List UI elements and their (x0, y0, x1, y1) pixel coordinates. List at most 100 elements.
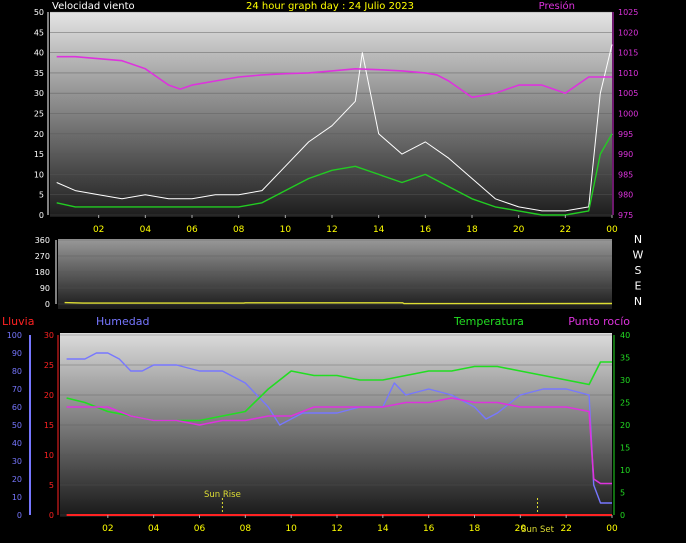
humidity-y-axis: 0 5 10 15 20 25 30 (44, 331, 59, 520)
x-tick-label: 16 (423, 524, 435, 534)
wind-y-tick-label: 10 (34, 170, 44, 179)
wind-pressure-plot-area (50, 12, 612, 217)
wind-y-tick-label: 45 (34, 28, 44, 37)
rain-y-tick-label: 90 (12, 349, 22, 358)
wind-y-tick-label: 20 (34, 130, 44, 139)
x-tick-label: 02 (93, 225, 104, 235)
humidity-y-tick-label: 0 (49, 511, 54, 520)
direction-y-tick-label: 0 (45, 300, 50, 309)
pressure-y-tick-label: 1020 (618, 28, 638, 37)
x-tick-label: 20 (515, 524, 527, 534)
x-tick-label: 10 (280, 225, 292, 235)
chart-title: 24 hour graph day : 24 Julio 2023 (246, 1, 414, 12)
wind-y-tick-label: 25 (34, 110, 44, 119)
x-tick-label: 18 (466, 225, 478, 235)
rain-y-axis: 0 10 20 30 40 50 60 70 80 90 100 (7, 331, 31, 520)
wind-y-tick-label: 50 (34, 8, 44, 17)
humidity-series (66, 352, 612, 516)
rain-y-tick-label: 70 (12, 385, 22, 394)
temperature-y-tick-label: 40 (620, 331, 630, 340)
humidity-y-tick-label: 25 (44, 361, 54, 370)
x-tick-label: 04 (140, 225, 152, 235)
x-tick-label: 02 (102, 524, 113, 534)
pressure-y-tick-label: 1000 (618, 110, 638, 119)
x-tick-label: 18 (469, 524, 481, 534)
sun-marker-label: Sun Set (521, 525, 554, 535)
rain-label: Lluvia (2, 315, 34, 328)
dewpoint-line (66, 397, 612, 485)
temperature-y-tick-label: 35 (620, 354, 630, 363)
direction-y-tick-label: 90 (40, 284, 50, 293)
direction-y-axis: 0 90 180 270 360 (35, 236, 57, 309)
wind-direction-line (64, 301, 613, 305)
rain-y-tick-label: 30 (12, 457, 22, 466)
pressure-y-tick-label: 1025 (618, 8, 638, 17)
direction-y-tick-label: 270 (35, 252, 50, 261)
temperature-y-tick-label: 15 (620, 444, 630, 453)
pressure-y-tick-label: 995 (618, 130, 633, 139)
compass-label: N (634, 295, 642, 308)
temperature-y-tick-label: 20 (620, 421, 630, 430)
pressure-y-axis: 975 980 985 990 995 1000 1005 1010 1015 1020 1025 (612, 8, 638, 220)
wind-gust-line (56, 44, 613, 212)
wind-y-tick-label: 35 (34, 69, 44, 78)
temperature-y-axis: 0 5 10 15 20 25 30 35 40 (613, 331, 630, 520)
humidity-y-tick-label: 5 (49, 481, 54, 490)
x-tick-label: 00 (606, 225, 618, 235)
pressure-y-tick-label: 1010 (618, 69, 638, 78)
humidity-y-tick-label: 30 (44, 331, 54, 340)
humidity-label: Humedad (96, 315, 149, 328)
pressure-y-tick-label: 980 (618, 191, 633, 200)
sun-marker-label: Sun Rise (204, 490, 241, 500)
pressure-y-tick-label: 1015 (618, 49, 638, 58)
rain-y-tick-label: 20 (12, 475, 22, 484)
sun-annotations: Sun Rise Sun Set (204, 490, 555, 535)
wind-y-tick-label: 15 (34, 150, 44, 159)
pressure-y-tick-label: 985 (618, 170, 633, 179)
wind-series (56, 44, 613, 216)
x-tick-label: 14 (373, 225, 385, 235)
wind-speed-label: Velocidad viento (52, 1, 135, 12)
humidity-y-tick-label: 10 (44, 451, 54, 460)
x-tick-label: 06 (186, 225, 198, 235)
rain-y-tick-label: 60 (12, 403, 22, 412)
wind-direction-plot-area (58, 239, 612, 309)
x-tick-label: 06 (194, 524, 206, 534)
x-tick-label: 04 (148, 524, 160, 534)
temperature-y-tick-label: 25 (620, 399, 630, 408)
direction-series (64, 301, 613, 305)
compass-label: S (635, 264, 642, 277)
dewpoint-label: Punto rocío (568, 315, 630, 328)
temperature-y-tick-label: 30 (620, 376, 630, 385)
wind-y-tick-label: 40 (34, 49, 44, 58)
temperature-y-tick-label: 10 (620, 466, 630, 475)
rain-y-tick-label: 100 (7, 331, 22, 340)
x-tick-label: 22 (560, 524, 571, 534)
x-tick-label: 12 (331, 524, 342, 534)
direction-y-tick-label: 360 (35, 236, 50, 245)
wind-y-tick-label: 30 (34, 89, 44, 98)
temperature-y-tick-label: 0 (620, 511, 625, 520)
pressure-y-tick-label: 990 (618, 150, 633, 159)
rain-y-tick-label: 80 (12, 367, 22, 376)
rain-y-tick-label: 0 (17, 511, 22, 520)
pressure-line (56, 55, 612, 99)
x-tick-label: 08 (233, 225, 245, 235)
x-tick-label: 08 (240, 524, 252, 534)
rain-y-tick-label: 40 (12, 439, 22, 448)
rain-y-tick-label: 10 (12, 493, 22, 502)
compass-label: N (634, 233, 642, 246)
x-tick-label: 12 (326, 225, 337, 235)
x-tick-label: 20 (513, 225, 525, 235)
temperature-label: Temperatura (453, 315, 524, 328)
wind-y-tick-label: 5 (39, 191, 44, 200)
humidity-x-axis: 02 04 06 08 10 12 14 16 18 20 22 00 (102, 515, 618, 534)
x-tick-label: 16 (420, 225, 432, 235)
humidity-line (66, 352, 612, 504)
humidity-y-tick-label: 20 (44, 391, 54, 400)
